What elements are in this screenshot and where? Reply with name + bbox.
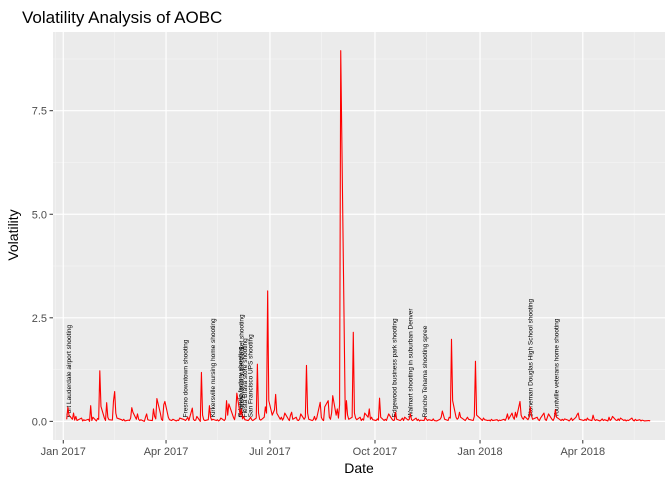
event-annotation-label: Walmart shooting in suburban Denver xyxy=(407,308,414,418)
event-annotation-label: Kirkersville nursing home shooting xyxy=(210,318,217,417)
y-tick-label: 2.5 xyxy=(32,313,47,325)
minor-gridlines xyxy=(53,32,665,440)
x-tick-label: Apr 2018 xyxy=(560,446,605,458)
x-tick-label: Jul 2017 xyxy=(249,446,291,458)
event-annotation-label: Fort Lauderdale airport shooting xyxy=(66,324,73,417)
y-axis: 0.0 2.5 5.0 7.5 xyxy=(32,106,53,428)
event-annotation-label: Fresno downtown shooting xyxy=(182,339,189,417)
event-annotation-label: Yountville veterans home shooting xyxy=(554,318,561,417)
event-annotation-label: San Francisco UPS shooting xyxy=(248,334,255,417)
event-annotation-label: Edgewood business park shooting xyxy=(391,318,398,417)
event-annotation-label: Stoneman Douglas High School shooting xyxy=(527,298,534,417)
major-gridlines xyxy=(53,32,665,440)
event-annotation-label: Orlando factory shooting xyxy=(237,346,244,417)
x-tick-label: Oct 2017 xyxy=(353,446,398,458)
y-tick-label: 0.0 xyxy=(32,416,47,428)
event-annotations: Fort Lauderdale airport shooting Fresno d… xyxy=(66,298,561,417)
y-tick-label: 7.5 xyxy=(32,106,47,118)
plot-panel xyxy=(53,32,665,440)
x-tick-label: Jan 2017 xyxy=(41,446,86,458)
y-tick-label: 5.0 xyxy=(32,209,47,221)
chart-title: Volatility Analysis of AOBC xyxy=(22,8,222,27)
y-axis-title: Volatility xyxy=(5,209,21,260)
x-tick-label: Apr 2017 xyxy=(144,446,189,458)
event-annotation-label: Pennsylvania supermarket shooting xyxy=(238,314,245,417)
x-axis: Jan 2017 Apr 2017 Jul 2017 Oct 2017 Jan 2018… xyxy=(41,440,605,458)
event-annotation-label: Rancho Tehama shooting spree xyxy=(422,325,429,417)
x-axis-title: Date xyxy=(344,460,374,476)
event-annotation-label: Fiesta Brava store shooting xyxy=(242,338,249,418)
x-tick-label: Jan 2018 xyxy=(457,446,502,458)
series-line-volatility xyxy=(66,50,651,422)
